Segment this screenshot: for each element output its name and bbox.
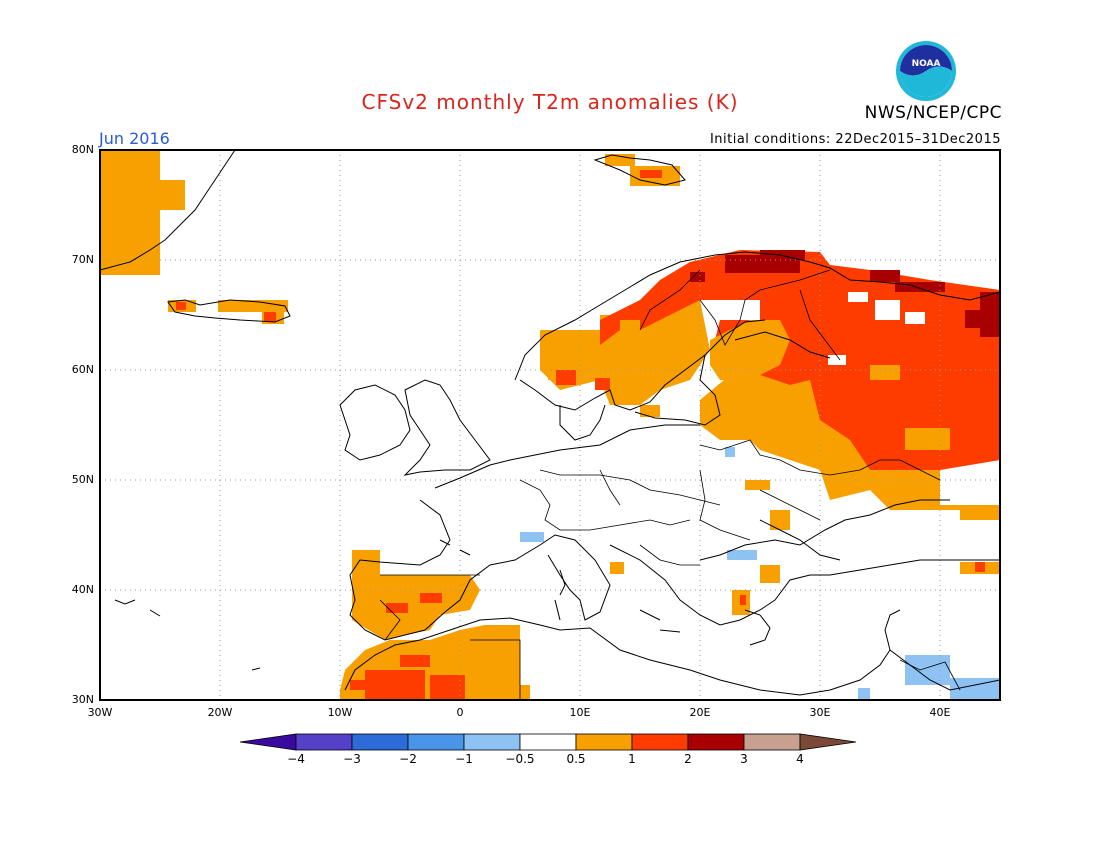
agency-label: NWS/NCEP/CPC: [864, 103, 1002, 123]
graticule: [100, 150, 1000, 700]
anomaly-iberia-africa: [340, 550, 530, 700]
anomaly-iceland: [168, 300, 288, 324]
colorbar-extend-low: [239, 733, 297, 751]
lon-label-30e: 30E: [809, 706, 831, 719]
borders: [379, 269, 961, 700]
lon-label-40e: 40E: [929, 706, 951, 719]
colorbar-label: −3: [343, 752, 361, 766]
colorbar-box: [631, 733, 689, 751]
noaa-logo: NOAA: [896, 41, 956, 101]
colorbar-label: 0.5: [566, 752, 586, 766]
colorbar-box: [743, 733, 801, 751]
coastlines: [100, 150, 1000, 696]
colorbar-label: 3: [740, 752, 748, 766]
lon-label-10e: 10E: [569, 706, 591, 719]
lon-label-10w: 10W: [327, 706, 353, 719]
lon-label-20e: 20E: [689, 706, 711, 719]
colorbar-box: [687, 733, 745, 751]
anomaly-northeast: [540, 250, 1000, 530]
anomaly-greenland: [100, 150, 185, 275]
initial-conditions: Initial conditions: 22Dec2015–31Dec2015: [709, 132, 1001, 147]
colorbar-box: [575, 733, 633, 751]
colorbar-box: [519, 733, 577, 751]
colorbar-boxes: [239, 733, 857, 751]
colorbar-extend-high: [799, 733, 857, 751]
colorbar-label: 2: [684, 752, 692, 766]
colorbar-label: −2: [399, 752, 417, 766]
anomaly-field: [100, 150, 1000, 700]
lon-label-30w: 30W: [87, 706, 113, 719]
map-frame: [99, 149, 1001, 701]
colorbar-label: −1: [455, 752, 473, 766]
lon-label-0: 0: [456, 706, 464, 719]
anomaly-small-patches: [520, 532, 1000, 700]
lon-label-20w: 20W: [207, 706, 233, 719]
colorbar-box: [351, 733, 409, 751]
colorbar-box: [463, 733, 521, 751]
lat-label-30n: 30N: [71, 693, 94, 706]
lat-label-60n: 60N: [71, 363, 94, 376]
logo-text: NOAA: [912, 59, 941, 69]
lat-label-70n: 70N: [71, 253, 94, 266]
colorbar-box: [295, 733, 353, 751]
lat-label-50n: 50N: [71, 473, 94, 486]
valid-month: Jun 2016: [99, 129, 170, 148]
colorbar-label: −0.5: [505, 752, 535, 766]
map-title: CFSv2 monthly T2m anomalies (K): [361, 90, 739, 114]
lat-label-80n: 80N: [71, 143, 94, 156]
colorbar-label: 4: [796, 752, 804, 766]
colorbar-label: −4: [287, 752, 305, 766]
colorbar-label: 1: [628, 752, 636, 766]
colorbar-box: [407, 733, 465, 751]
lat-label-40n: 40N: [71, 583, 94, 596]
